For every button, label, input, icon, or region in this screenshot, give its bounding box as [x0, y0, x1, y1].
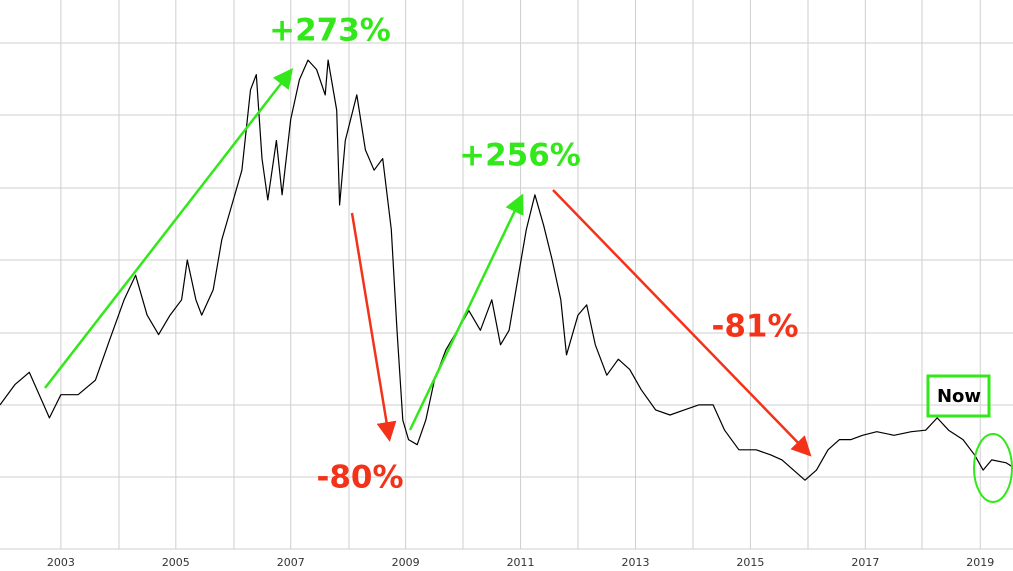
annotation: Now — [937, 386, 981, 407]
x-tick-label: 2007 — [277, 556, 305, 569]
price-line — [0, 59, 1013, 481]
x-tick-label: 2013 — [621, 556, 649, 569]
horizontal-grid — [0, 42, 1013, 550]
x-tick-label: 2003 — [47, 556, 75, 569]
x-tick-label: 2009 — [392, 556, 420, 569]
x-tick-label: 2019 — [966, 556, 994, 569]
annotation: +256% — [459, 138, 581, 174]
annotation: +273% — [269, 13, 391, 49]
x-tick-label: 2005 — [162, 556, 190, 569]
plot: 2003 2005 2007 2009 2011 2013 2015 2017 2019 — [0, 59, 1013, 569]
x-tick-label: 2011 — [507, 556, 535, 569]
x-tick-label: 2015 — [736, 556, 764, 569]
annotation: -80% — [316, 460, 403, 496]
minor-grid — [60, 0, 981, 549]
x-tick-label: 2017 — [851, 556, 879, 569]
arrows — [44, 68, 1013, 503]
annotation: -81% — [711, 309, 798, 345]
